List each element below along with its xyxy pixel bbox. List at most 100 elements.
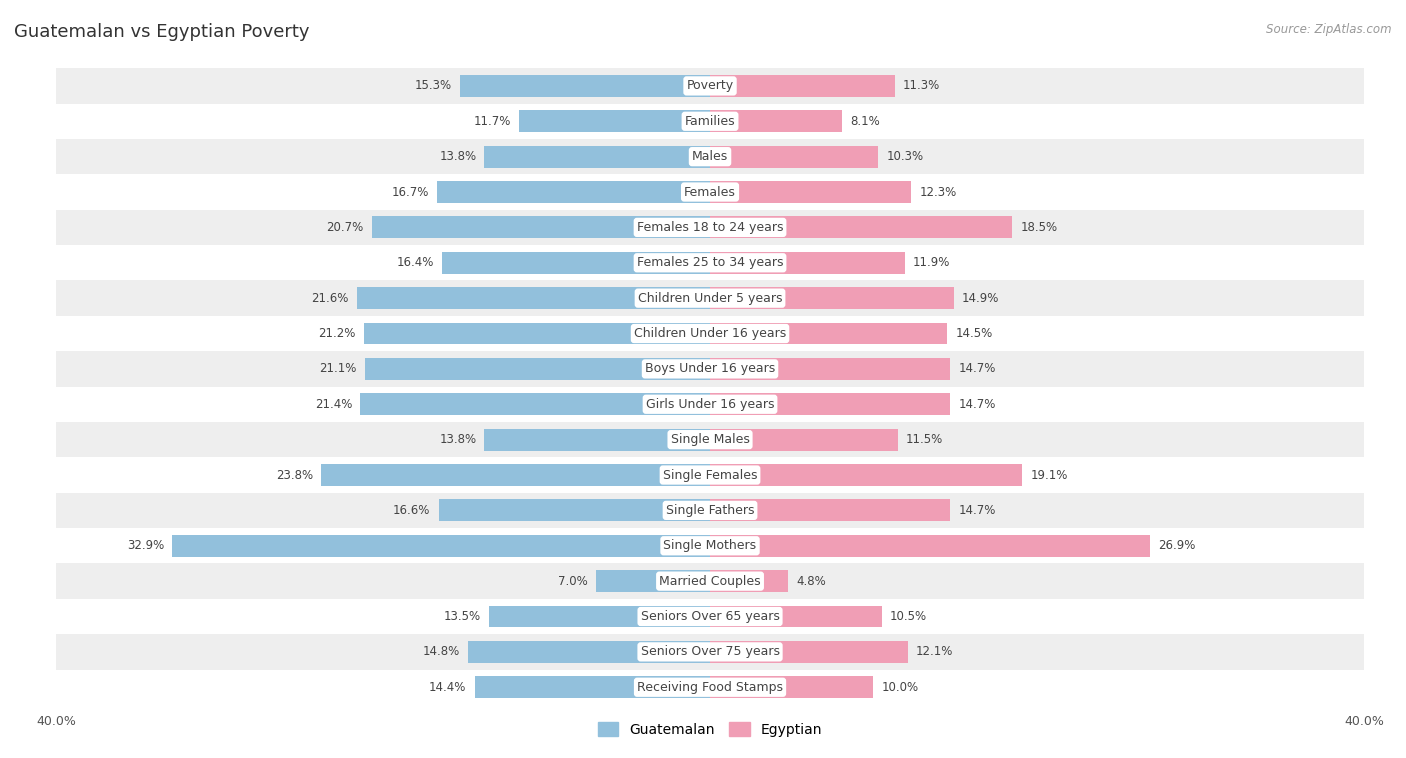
Bar [710, 641, 908, 662]
Text: 21.4%: 21.4% [315, 398, 352, 411]
Bar [56, 599, 1364, 634]
Bar [56, 351, 1364, 387]
Text: Boys Under 16 years: Boys Under 16 years [645, 362, 775, 375]
Text: 14.7%: 14.7% [959, 504, 995, 517]
Bar [710, 393, 950, 415]
Text: 16.4%: 16.4% [396, 256, 434, 269]
Text: 21.1%: 21.1% [319, 362, 357, 375]
Bar [710, 676, 873, 698]
Text: 14.7%: 14.7% [959, 362, 995, 375]
Text: Married Couples: Married Couples [659, 575, 761, 587]
Bar [357, 287, 710, 309]
Bar [460, 75, 710, 97]
Bar [596, 570, 710, 592]
Text: Seniors Over 65 years: Seniors Over 65 years [641, 610, 779, 623]
Bar [710, 500, 950, 522]
Bar [710, 464, 1022, 486]
Bar [56, 422, 1364, 457]
Text: 8.1%: 8.1% [851, 114, 880, 128]
Bar [710, 217, 1012, 238]
Text: 10.3%: 10.3% [887, 150, 924, 163]
Text: 11.3%: 11.3% [903, 80, 941, 92]
Bar [710, 181, 911, 203]
Bar [710, 75, 894, 97]
Bar [485, 429, 710, 450]
Bar [56, 457, 1364, 493]
Text: 16.6%: 16.6% [394, 504, 430, 517]
Text: 13.5%: 13.5% [444, 610, 481, 623]
Text: 13.8%: 13.8% [439, 433, 477, 446]
Text: 11.5%: 11.5% [905, 433, 943, 446]
Bar [371, 217, 710, 238]
Bar [710, 358, 950, 380]
Bar [364, 323, 710, 344]
Bar [441, 252, 710, 274]
Text: Females 18 to 24 years: Females 18 to 24 years [637, 221, 783, 234]
Bar [439, 500, 710, 522]
Text: 14.7%: 14.7% [959, 398, 995, 411]
Text: Children Under 16 years: Children Under 16 years [634, 327, 786, 340]
Bar [485, 146, 710, 168]
Text: Males: Males [692, 150, 728, 163]
Bar [321, 464, 710, 486]
Bar [56, 139, 1364, 174]
Bar [56, 634, 1364, 669]
Text: 18.5%: 18.5% [1021, 221, 1057, 234]
Text: 14.4%: 14.4% [429, 681, 467, 694]
Bar [437, 181, 710, 203]
Text: 4.8%: 4.8% [797, 575, 827, 587]
Bar [56, 210, 1364, 245]
Text: 12.3%: 12.3% [920, 186, 956, 199]
Text: Receiving Food Stamps: Receiving Food Stamps [637, 681, 783, 694]
Bar [475, 676, 710, 698]
Bar [56, 528, 1364, 563]
Text: 20.7%: 20.7% [326, 221, 364, 234]
Text: Guatemalan vs Egyptian Poverty: Guatemalan vs Egyptian Poverty [14, 23, 309, 41]
Bar [56, 174, 1364, 210]
Bar [519, 111, 710, 132]
Legend: Guatemalan, Egyptian: Guatemalan, Egyptian [592, 716, 828, 743]
Text: 14.9%: 14.9% [962, 292, 1000, 305]
Text: Single Females: Single Females [662, 468, 758, 481]
Text: 32.9%: 32.9% [127, 539, 165, 553]
Text: Families: Families [685, 114, 735, 128]
Text: 16.7%: 16.7% [391, 186, 429, 199]
Text: Seniors Over 75 years: Seniors Over 75 years [641, 645, 779, 659]
Bar [56, 316, 1364, 351]
Text: Single Mothers: Single Mothers [664, 539, 756, 553]
Text: 11.7%: 11.7% [474, 114, 510, 128]
Text: 11.9%: 11.9% [912, 256, 950, 269]
Text: 19.1%: 19.1% [1031, 468, 1067, 481]
Text: Single Males: Single Males [671, 433, 749, 446]
Text: 26.9%: 26.9% [1159, 539, 1195, 553]
Bar [710, 146, 879, 168]
Text: Females: Females [685, 186, 735, 199]
Bar [710, 252, 904, 274]
Bar [56, 387, 1364, 422]
Bar [710, 111, 842, 132]
Bar [173, 535, 710, 556]
Bar [56, 669, 1364, 705]
Bar [710, 535, 1150, 556]
Bar [56, 245, 1364, 280]
Text: 15.3%: 15.3% [415, 80, 451, 92]
Bar [489, 606, 710, 628]
Bar [56, 68, 1364, 104]
Bar [710, 429, 898, 450]
Bar [360, 393, 710, 415]
Text: 10.5%: 10.5% [890, 610, 927, 623]
Text: 21.2%: 21.2% [318, 327, 356, 340]
Text: 7.0%: 7.0% [558, 575, 588, 587]
Bar [366, 358, 710, 380]
Bar [710, 287, 953, 309]
Text: 23.8%: 23.8% [276, 468, 314, 481]
Bar [710, 570, 789, 592]
Text: Poverty: Poverty [686, 80, 734, 92]
Text: 14.5%: 14.5% [955, 327, 993, 340]
Text: Children Under 5 years: Children Under 5 years [638, 292, 782, 305]
Text: Females 25 to 34 years: Females 25 to 34 years [637, 256, 783, 269]
Bar [710, 323, 948, 344]
Text: 21.6%: 21.6% [312, 292, 349, 305]
Text: Girls Under 16 years: Girls Under 16 years [645, 398, 775, 411]
Bar [56, 493, 1364, 528]
